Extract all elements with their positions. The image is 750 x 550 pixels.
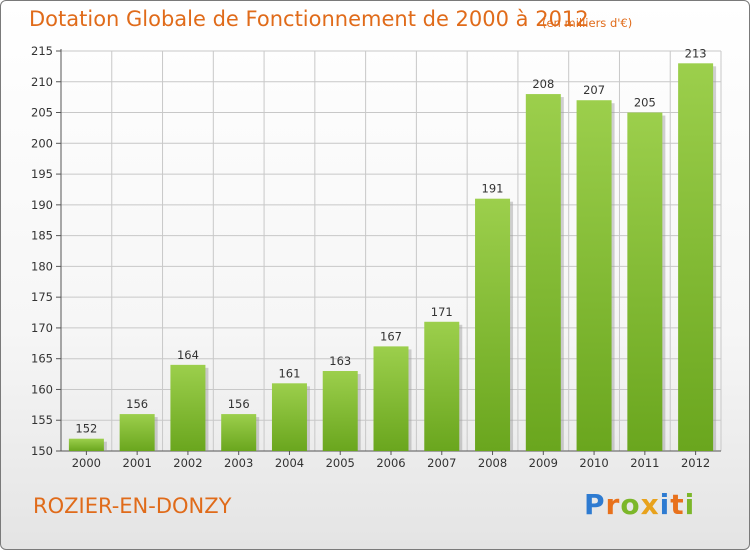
x-tick-label: 2004 <box>275 456 304 470</box>
data-label: 205 <box>634 96 656 110</box>
bar <box>475 198 511 451</box>
bar <box>271 383 307 451</box>
logo-letter: i <box>659 488 671 521</box>
chart-subtitle: (en milliers d'€) <box>542 16 633 30</box>
axes: 150 155 160 165 170 175 180 185 190 195 200 205 210 2… <box>31 44 721 470</box>
bar <box>373 346 409 451</box>
place-name: ROZIER-EN-DONZY <box>33 494 232 518</box>
logo-letter: x <box>640 488 660 521</box>
bars <box>68 63 717 452</box>
logo-letter: P <box>584 488 606 521</box>
bar <box>627 112 663 452</box>
x-tick-label: 2010 <box>579 456 608 470</box>
chart-title: Dotation Globale de Fonctionnement de 20… <box>29 7 589 31</box>
y-tick-label: 155 <box>31 413 53 427</box>
data-label: 156 <box>126 397 148 411</box>
y-tick-label: 195 <box>31 167 53 181</box>
y-tick-label: 170 <box>31 321 53 335</box>
x-tick-label: 2000 <box>72 456 101 470</box>
y-tick-label: 190 <box>31 198 53 212</box>
data-label: 163 <box>329 354 351 368</box>
y-tick-label: 165 <box>31 352 53 366</box>
logo-letter: r <box>605 488 621 521</box>
y-tick-label: 210 <box>31 75 53 89</box>
data-label: 213 <box>685 46 707 60</box>
x-tick-label: 2001 <box>123 456 152 470</box>
data-labels: 152 156 164 156 161 163 167 171 191 208 207 205 213 <box>75 46 706 435</box>
bar <box>221 414 257 451</box>
data-label: 161 <box>278 366 300 380</box>
x-tick-label: 2005 <box>326 456 355 470</box>
data-label: 167 <box>380 329 402 343</box>
bar <box>576 100 612 451</box>
x-tick-label: 2007 <box>427 456 456 470</box>
data-label: 156 <box>228 397 250 411</box>
bar <box>322 371 358 451</box>
bar <box>678 63 714 452</box>
y-tick-label: 200 <box>31 136 53 150</box>
bar <box>119 414 155 451</box>
logo-letter: i <box>684 488 696 521</box>
x-tick-label: 2012 <box>681 456 710 470</box>
data-label: 164 <box>177 348 199 362</box>
y-tick-label: 160 <box>31 382 53 396</box>
x-tick-label: 2003 <box>224 456 253 470</box>
logo-letter: o <box>620 488 641 521</box>
y-tick-label: 205 <box>31 106 53 120</box>
x-tick-label: 2011 <box>630 456 659 470</box>
y-tick-label: 180 <box>31 259 53 273</box>
data-label: 152 <box>75 422 97 436</box>
data-label: 191 <box>482 182 504 196</box>
data-label: 207 <box>583 83 605 97</box>
y-tick-label: 185 <box>31 229 53 243</box>
bar <box>170 364 206 451</box>
y-tick-label: 215 <box>31 44 53 58</box>
y-tick-label: 150 <box>31 444 53 458</box>
logo-letter: t <box>670 488 685 521</box>
data-label: 171 <box>431 305 453 319</box>
x-tick-label: 2008 <box>478 456 507 470</box>
bar <box>68 438 104 451</box>
bar <box>525 94 561 452</box>
bar <box>424 321 460 451</box>
x-tick-label: 2009 <box>529 456 558 470</box>
x-tick-label: 2002 <box>173 456 202 470</box>
y-tick-label: 175 <box>31 290 53 304</box>
x-tick-label: 2006 <box>376 456 405 470</box>
proxiti-logo[interactable]: Proxiti <box>584 488 695 521</box>
data-label: 208 <box>532 77 554 91</box>
